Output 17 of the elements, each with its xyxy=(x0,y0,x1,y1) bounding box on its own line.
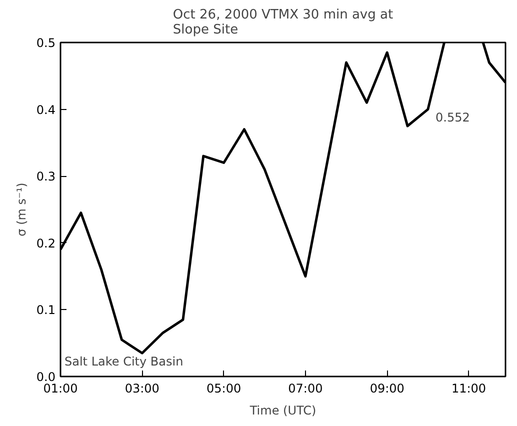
y-tick-label: 0.4 xyxy=(36,102,56,117)
x-tick-label: 11:00 xyxy=(451,382,486,396)
y-tick-label: 0.2 xyxy=(36,236,56,250)
y-tick-label: 0.1 xyxy=(36,303,56,318)
annotation: Salt Lake City Basin xyxy=(64,354,184,368)
annotation: 0.552 xyxy=(436,110,470,124)
y-tick-label: 0.0 xyxy=(36,370,56,384)
y-tick-label: 0.5 xyxy=(36,36,56,50)
x-tick-label: 01:00 xyxy=(43,382,78,396)
y-tick-label: 0.3 xyxy=(36,170,56,184)
x-tick-label: 09:00 xyxy=(370,382,404,396)
x-axis-title: Time (UTC) xyxy=(248,404,316,418)
x-tick-label: 05:00 xyxy=(206,382,242,396)
x-tick-label: 07:00 xyxy=(288,382,323,396)
chart-title: Oct 26, 2000 VTMX 30 min avg at Slope Site xyxy=(172,8,394,38)
y-axis-title: σ (m s⁻¹) xyxy=(14,182,28,236)
x-tick-label: 03:00 xyxy=(124,382,160,396)
